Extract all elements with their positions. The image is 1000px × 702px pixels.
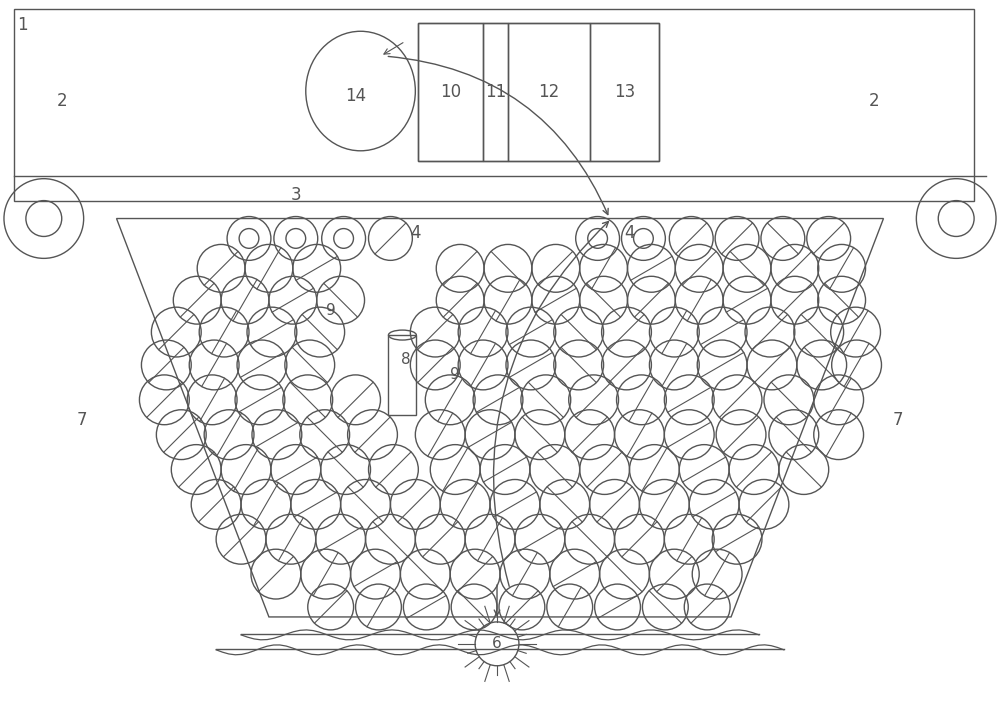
Text: 9: 9	[326, 303, 336, 318]
Bar	[483, 23, 508, 161]
Bar	[418, 23, 483, 161]
Text: 2: 2	[869, 92, 879, 110]
Text: 3: 3	[291, 185, 301, 204]
Text: 13: 13	[614, 83, 635, 101]
Bar	[508, 23, 590, 161]
Text: 4: 4	[624, 225, 635, 242]
Text: 6: 6	[492, 636, 502, 651]
Bar	[590, 23, 659, 161]
Text: 14: 14	[345, 87, 366, 105]
Bar	[388, 335, 416, 415]
Text: 7: 7	[893, 411, 903, 429]
Text: 1: 1	[17, 16, 28, 34]
Text: 9: 9	[450, 367, 460, 383]
Text: 8: 8	[401, 352, 410, 367]
Text: 4: 4	[410, 225, 421, 242]
Text: 2: 2	[57, 92, 67, 110]
Text: 11: 11	[485, 83, 506, 101]
Text: 10: 10	[440, 83, 461, 101]
Text: 12: 12	[538, 83, 559, 101]
Bar	[418, 23, 659, 161]
Text: 7: 7	[77, 411, 87, 429]
Bar	[14, 9, 974, 201]
